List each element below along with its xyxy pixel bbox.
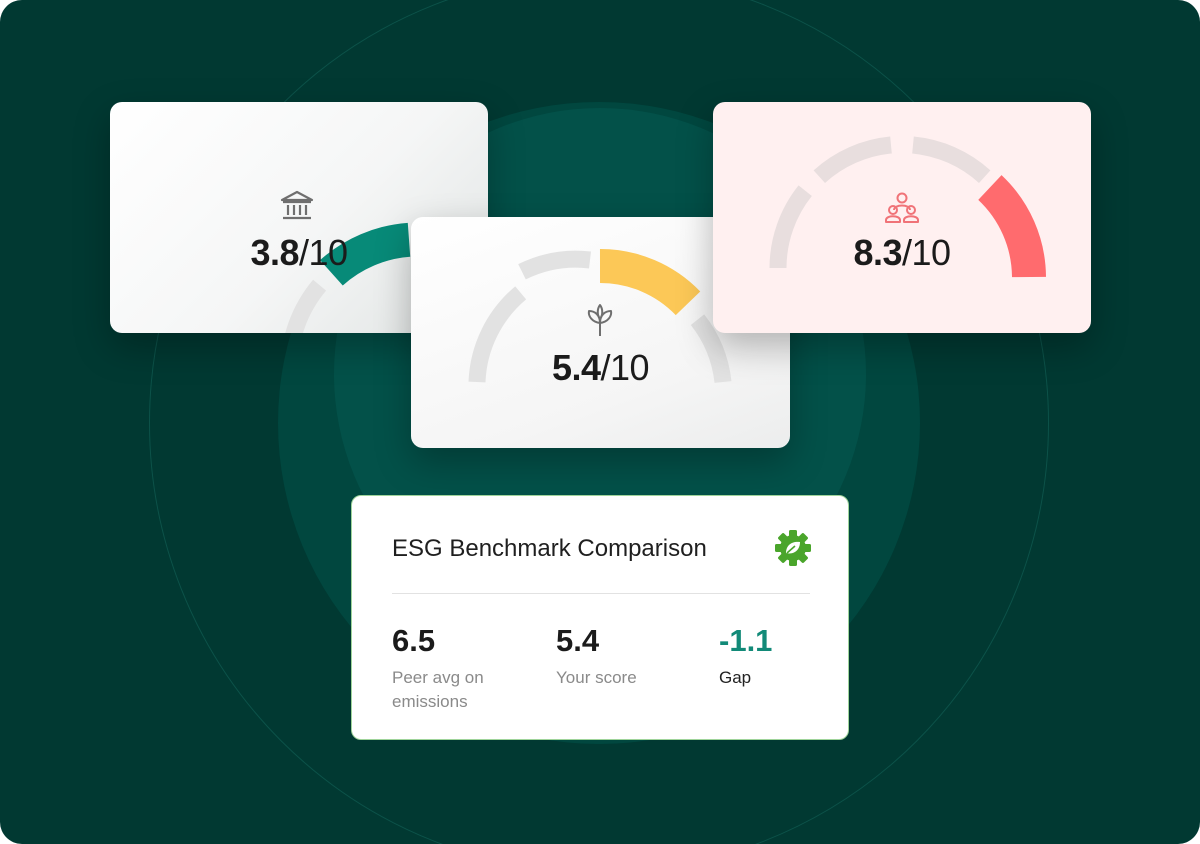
your-score-label: Your score [556, 668, 637, 687]
environmental-score: 5.4/10 [551, 347, 650, 388]
benchmark-title: ESG Benchmark Comparison [392, 535, 707, 562]
peer-average-value: 6.5 [392, 623, 436, 658]
gauge-segment [690, 314, 732, 384]
gap-label: Gap [719, 668, 752, 687]
peer-average-label: Peer avg on emissions [392, 668, 484, 711]
your-score-value: 5.4 [556, 623, 600, 658]
social-score: 8.3/10 [853, 232, 951, 273]
esg-benchmark-card[interactable]: ESG Benchmark Comparison 6.5 Peer avg on… [351, 495, 849, 740]
decorative-ring-outer [149, 0, 1049, 844]
gauge-segment-active [599, 248, 701, 316]
peer-average-metric: 6.5 Peer avg on emissions [392, 624, 522, 714]
social-score-card[interactable]: 8.3/10 [713, 102, 1091, 333]
gauge-segment [468, 286, 527, 383]
gauge-segment [769, 185, 812, 269]
gauge-segment [813, 136, 893, 184]
gauge-segment [911, 136, 991, 184]
gauge-segment [518, 250, 591, 280]
benchmark-divider [392, 593, 810, 594]
gauge-segment [285, 279, 327, 333]
gauge-segment-active [977, 175, 1046, 278]
gap-value: -1.1 [719, 623, 773, 658]
plant-icon [587, 304, 613, 336]
gauge-segment-active [320, 222, 411, 286]
environmental-gauge [468, 248, 732, 384]
gap-metric: -1.1 Gap [719, 624, 819, 690]
people-icon [885, 192, 919, 223]
gear-leaf-icon [775, 530, 811, 566]
bank-icon [280, 190, 314, 220]
governance-score: 3.8/10 [250, 232, 348, 273]
your-score-metric: 5.4 Your score [556, 624, 686, 690]
social-gauge [769, 136, 1046, 278]
